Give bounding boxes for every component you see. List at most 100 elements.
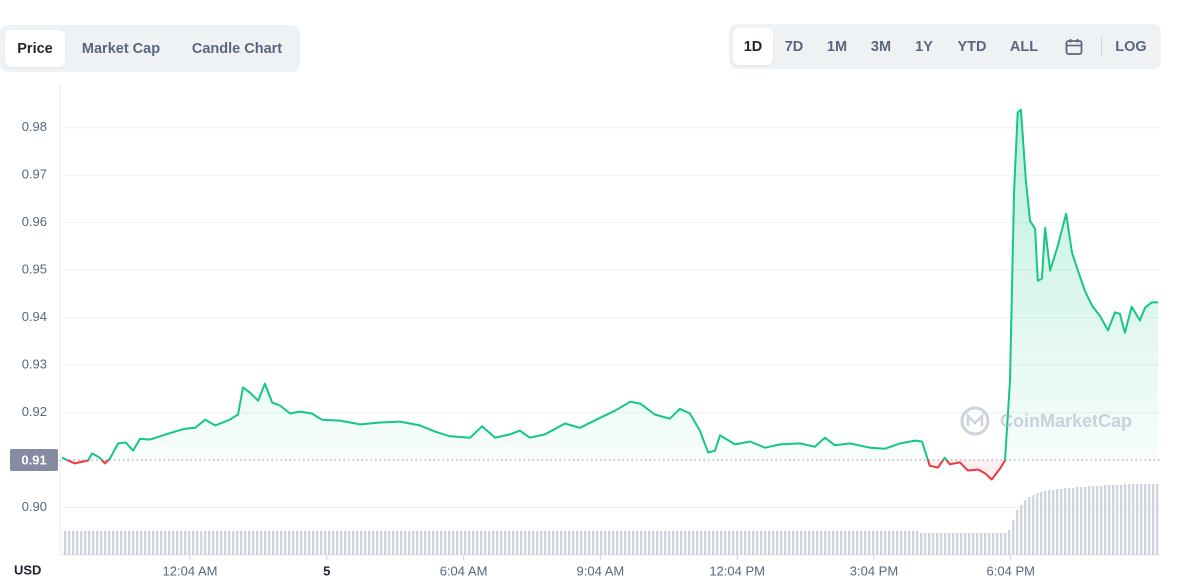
volume-bar	[389, 531, 410, 555]
volume-bar	[427, 531, 443, 555]
volume-bar	[554, 531, 573, 555]
volume-bar	[514, 531, 525, 555]
x-tick-label: 5	[323, 563, 330, 578]
volume-bar	[253, 531, 262, 555]
volume-bar	[1103, 485, 1112, 555]
x-tick-label: 6:04 AM	[440, 563, 488, 578]
volume-bar	[305, 531, 317, 555]
volume-bar	[155, 531, 168, 555]
separator	[1101, 37, 1102, 56]
volume-bar	[113, 531, 122, 555]
y-tick-label: 0.93	[22, 357, 47, 372]
tab[interactable]: Candle Chart	[191, 40, 283, 57]
volume-bar	[757, 531, 773, 555]
volume-bar	[1111, 485, 1118, 555]
volume-bar	[95, 531, 103, 555]
volume-bar	[954, 533, 964, 555]
volume-bar	[62, 531, 69, 555]
x-tick-label: 3:04 PM	[850, 563, 898, 578]
range-button[interactable]: 7D	[784, 38, 804, 55]
volume-bar	[246, 531, 254, 555]
volume-bar	[694, 531, 705, 555]
volume-bar	[572, 531, 591, 555]
volume-bar	[1148, 484, 1155, 555]
volume-bar	[276, 531, 285, 555]
volume-bar	[488, 531, 503, 555]
x-tick-label: 9:04 AM	[577, 563, 625, 578]
volume-bar	[1081, 487, 1089, 555]
y-tick-label: 0.94	[22, 309, 47, 324]
volume-bar	[1128, 484, 1136, 555]
volume-bar	[842, 531, 860, 555]
y-tick-label: 0.92	[22, 404, 47, 419]
volume-bar	[925, 533, 934, 555]
range-button[interactable]: YTD	[957, 38, 987, 55]
volume-bar	[1074, 487, 1082, 555]
volume-bar	[370, 531, 390, 555]
volume-bar	[502, 531, 515, 555]
volume-bar	[442, 531, 461, 555]
volume-bar	[190, 531, 201, 555]
range-button[interactable]: 1Y	[915, 38, 933, 55]
volume-bar	[684, 531, 695, 555]
price-line-up	[62, 108, 1159, 461]
volume-bar	[1012, 520, 1016, 555]
volume-bar	[995, 533, 1003, 555]
reference-badge	[10, 449, 58, 472]
volume-bar	[807, 531, 820, 555]
calendar-button[interactable]	[1057, 28, 1091, 65]
volume-bar	[167, 531, 181, 555]
axis-labels: 0.90 0.92 0.93 0.94 0.95 0.96 0.97 0.98 12:04 AM…	[10, 119, 1035, 578]
volume-bar	[233, 531, 241, 555]
volume-bar	[136, 531, 145, 555]
volume-bar	[711, 531, 718, 555]
volume-bar	[1154, 484, 1160, 555]
volume-bar	[1088, 486, 1096, 555]
x-tick-label: 6:04 PM	[987, 563, 1035, 578]
volume-bar	[284, 531, 296, 555]
volume-bar	[717, 531, 728, 555]
price-series	[62, 108, 1159, 481]
volume-bar	[674, 531, 685, 555]
volume-bar	[1142, 484, 1149, 555]
volume-bar	[607, 531, 623, 555]
volume-bar	[144, 531, 156, 555]
range-button[interactable]: 3M	[870, 38, 892, 55]
range-button[interactable]: ALL	[1009, 38, 1039, 55]
volume-bar	[1027, 497, 1033, 555]
volume-bar	[1135, 484, 1143, 555]
y-tick-label: 0.97	[22, 167, 47, 182]
volume-bar	[68, 531, 82, 555]
volume-bar	[829, 531, 843, 555]
volume-bar	[1061, 488, 1070, 555]
volume-bar	[981, 533, 989, 555]
volume-bar	[819, 531, 830, 555]
volume-bar	[129, 531, 137, 555]
tab[interactable]: Price	[5, 30, 65, 67]
tab-bar: Price Market Cap Candle Chart	[0, 25, 300, 72]
volume-bar	[210, 531, 223, 555]
volume-bar	[892, 531, 908, 555]
volume-bar	[1043, 491, 1048, 555]
volume-bar	[635, 531, 648, 555]
volume-bar	[1117, 485, 1123, 555]
volume-bar	[90, 531, 96, 555]
grid	[59, 85, 1160, 560]
volume-bar	[1036, 493, 1040, 555]
volume-bar	[261, 531, 269, 555]
y-tick-label: 0.96	[22, 214, 47, 229]
volume-bar	[859, 531, 878, 555]
tab[interactable]: Market Cap	[81, 40, 161, 57]
reference-label: 0.91	[21, 452, 46, 467]
volume-bar	[222, 531, 234, 555]
volume-bar	[1039, 492, 1044, 555]
volume-bar	[295, 531, 306, 555]
volume-bar	[789, 531, 808, 555]
volume-bar	[1015, 510, 1020, 555]
log-button[interactable]: LOG	[1115, 38, 1147, 55]
range-bar: 1D 7D 1M 3M 1Y YTD ALL LOG	[729, 24, 1161, 69]
range-button[interactable]: 1M	[826, 38, 848, 55]
range-button[interactable]: 1D	[733, 28, 773, 65]
volume-bar	[590, 531, 608, 555]
